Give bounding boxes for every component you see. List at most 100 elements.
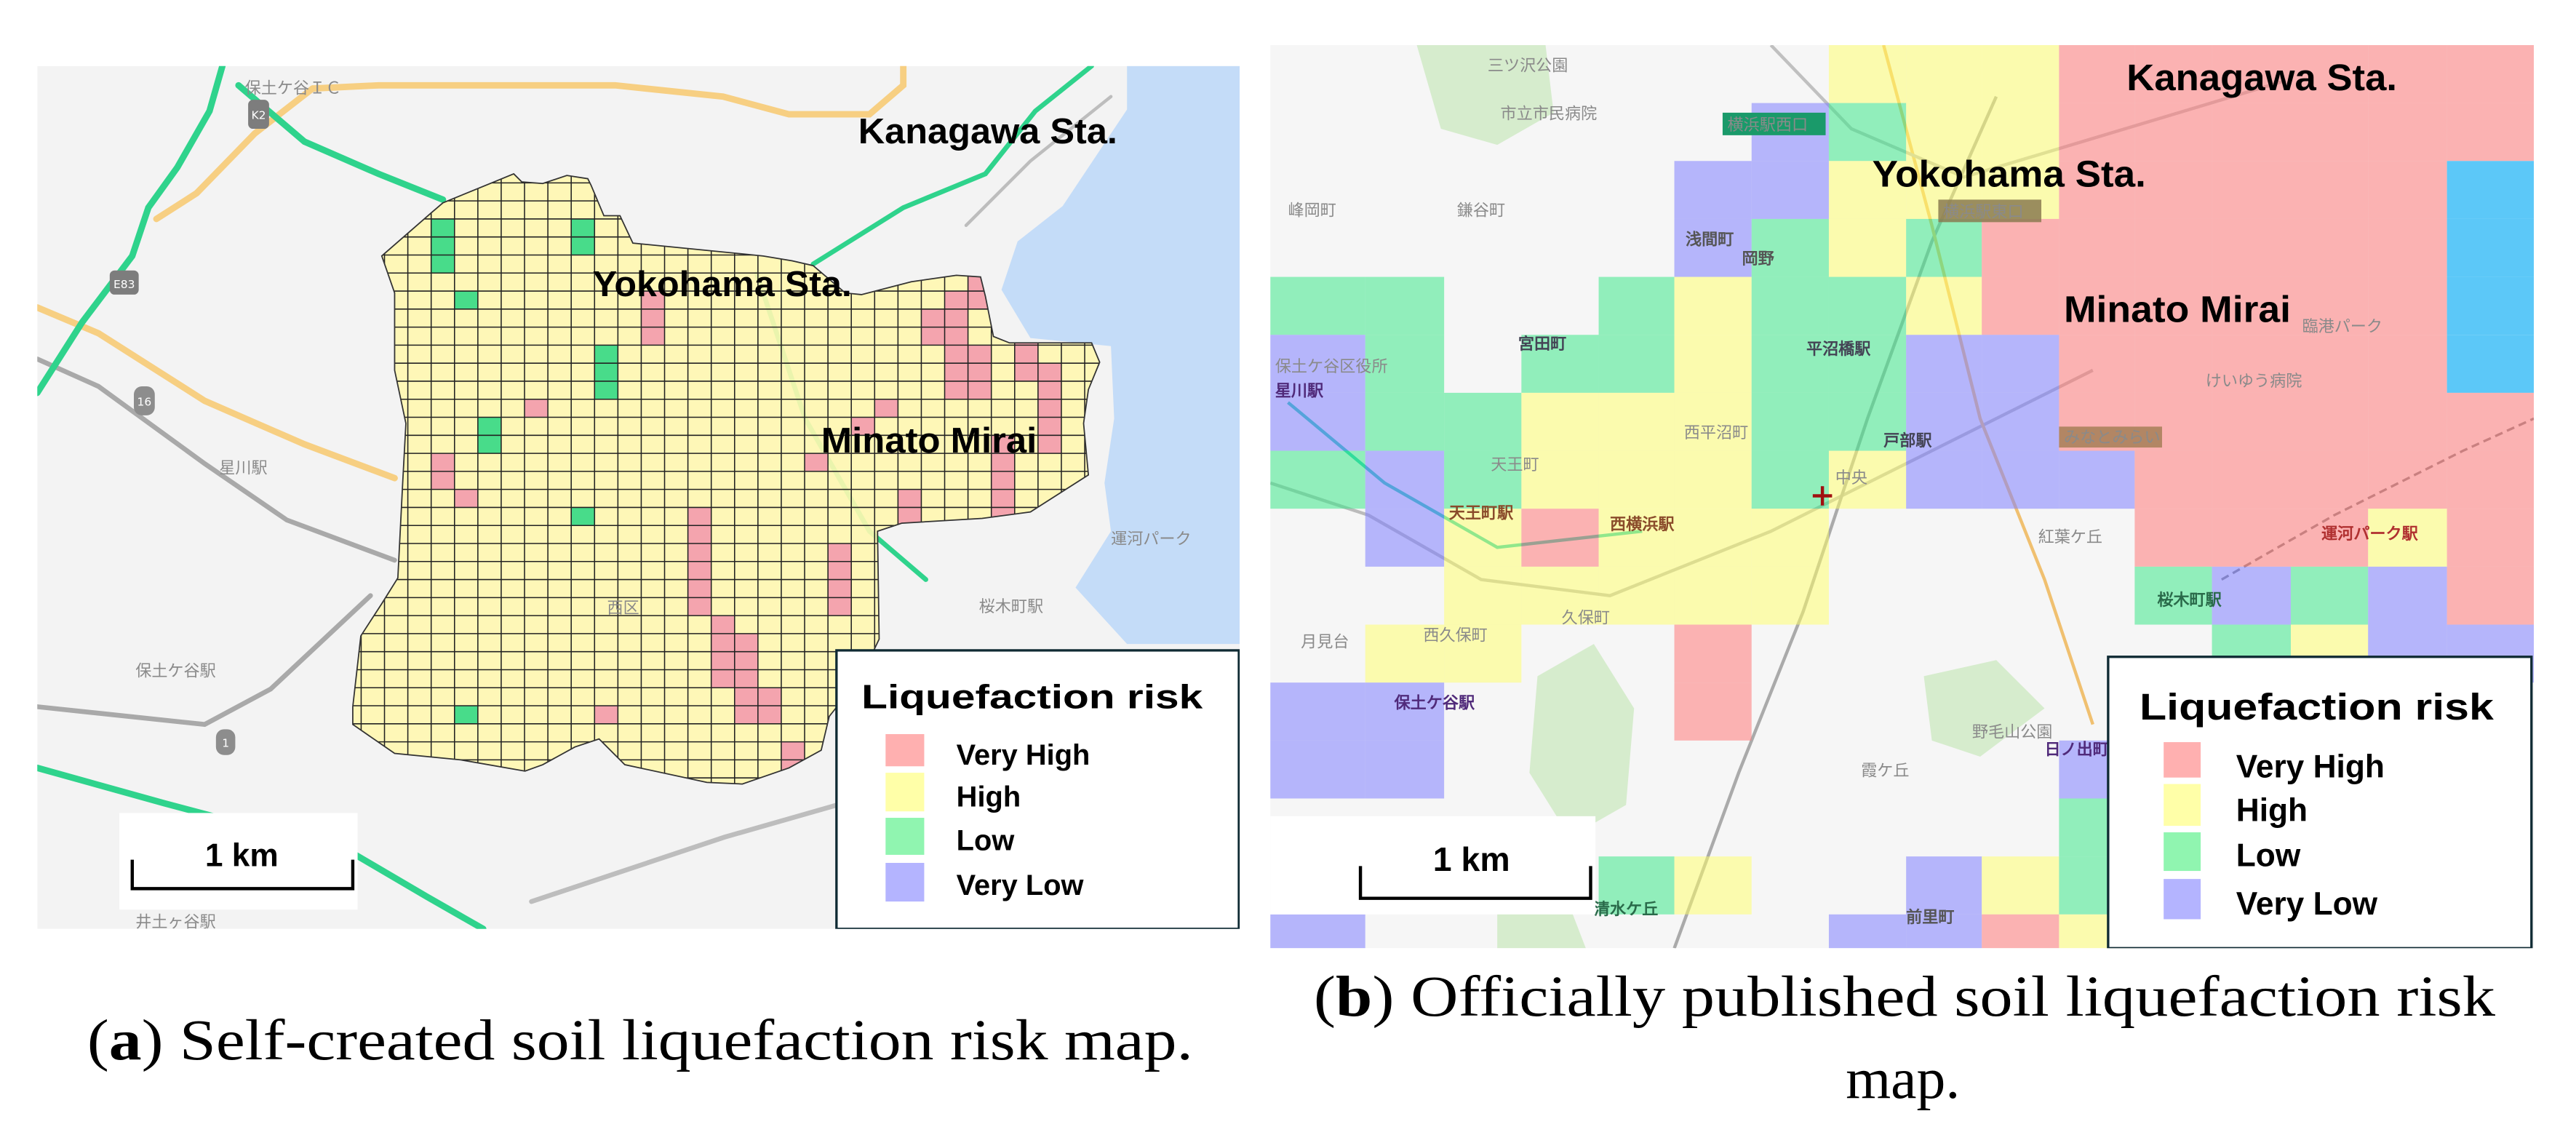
risk-cell-very-high — [828, 597, 852, 616]
risk-cell-very-high — [2290, 161, 2369, 219]
risk-cell-low — [1828, 276, 1907, 335]
risk-cell-high — [1444, 509, 1522, 567]
parks — [1416, 44, 2045, 949]
risk-cell-low — [431, 255, 455, 274]
risk-cell-high — [1521, 450, 1599, 509]
risk-cell-very-high — [431, 453, 455, 471]
place-name: 久保町 — [1562, 608, 1610, 627]
place-names-b: 峰岡町 鎌谷町 浅間町 岡野 宮田町 平沼橋駅 西平沼町 天王町 天王町駅 西横… — [1275, 56, 2419, 927]
risk-cell-very-high — [525, 399, 549, 418]
risk-cell-very-high — [2212, 335, 2291, 393]
risk-cell-very-high — [2368, 335, 2447, 393]
svg-text:1 km: 1 km — [1433, 840, 1510, 878]
risk-cell-very-high — [2368, 161, 2447, 219]
place-name: 戸部駅 — [1883, 431, 1932, 450]
risk-cell-very-high — [734, 706, 758, 724]
risk-cell-very-low — [1270, 392, 1365, 451]
risk-cell-high — [1828, 218, 1907, 277]
risk-cell-very-low — [1270, 335, 1365, 393]
risk-cell-low — [1828, 392, 1907, 451]
risk-cell-very-low — [1365, 682, 1445, 741]
risk-cell-high — [1828, 161, 1907, 219]
risk-cell-very-high — [1037, 381, 1061, 399]
svg-text:E83: E83 — [113, 278, 135, 291]
legend-label: High — [957, 781, 1021, 813]
caption-b-line2: map. — [1846, 1047, 1960, 1111]
risk-cell-high — [1982, 44, 2059, 103]
road-shield-k2: K2 — [248, 100, 269, 130]
risk-cell-very-high — [454, 489, 478, 508]
risk-cell-very-high — [944, 308, 968, 327]
place-name: 星川駅 — [219, 459, 267, 478]
risk-cell-high — [1444, 566, 1522, 625]
place-name: 霞ケ丘 — [1861, 762, 1909, 781]
risk-cell-very-low — [1270, 740, 1365, 799]
risk-cell-very-low — [1674, 218, 1752, 277]
risk-cell-high — [1674, 566, 1752, 625]
risk-cell-very-high — [944, 363, 968, 381]
place-name: 月見台 — [1301, 632, 1349, 651]
risk-cell-very-high — [734, 669, 758, 688]
risk-cell-very-high — [711, 616, 735, 634]
risk-cell-very-high — [2059, 161, 2135, 219]
risk-cell-high — [1906, 276, 1982, 335]
risk-cell-very-high — [1037, 417, 1061, 436]
place-name: 桜木町駅 — [979, 597, 1043, 616]
legend-title: Liquefaction risk — [2140, 686, 2495, 728]
risk-cell-very-high — [1037, 363, 1061, 381]
risk-cell-very-high — [2290, 509, 2369, 567]
risk-cell-very-high — [2212, 44, 2291, 103]
risk-cell-low — [1906, 218, 1982, 277]
risk-cell-very-high — [687, 561, 711, 580]
risk-cell-very-high — [2368, 450, 2447, 509]
risk-cell-very-high — [641, 291, 665, 309]
label-minato-mirai: Minato Mirai — [2064, 289, 2291, 330]
risk-cell-very-high — [2290, 218, 2369, 277]
risk-cell-low — [1521, 335, 1599, 393]
risk-cell-very-high — [1014, 345, 1038, 364]
risk-cell-low — [1444, 392, 1522, 451]
svg-text:K2: K2 — [251, 109, 266, 122]
legend-label: High — [2236, 792, 2308, 828]
risk-cell-very-high — [2212, 103, 2291, 162]
scale-bar-a: 1 km — [119, 813, 358, 910]
risk-cell-very-high — [711, 633, 735, 652]
risk-cell-high — [1906, 44, 1982, 103]
risk-cell-low — [1751, 218, 1829, 277]
risk-cell-very-high — [2059, 103, 2135, 162]
risk-cell-very-high — [805, 453, 829, 471]
risk-cell-very-high — [2447, 44, 2535, 103]
risk-cell-very-high — [2134, 276, 2212, 335]
risk-cell-very-low — [1906, 856, 1982, 915]
risk-cell-high — [1598, 392, 1675, 451]
risk-cell-very-high — [2447, 566, 2535, 625]
legend-swatch-low — [2164, 832, 2201, 872]
risk-cell-very-high — [2134, 450, 2212, 509]
risk-cell-very-low — [1906, 450, 1982, 509]
road-shield-16: 16 — [134, 386, 155, 415]
risk-cell-very-high — [874, 399, 898, 418]
risk-cell-very-high — [687, 579, 711, 598]
place-name: けいゆう病院 — [2206, 372, 2302, 391]
risk-cell-very-low — [1674, 161, 1752, 219]
place-name: 紅葉ケ丘 — [2038, 528, 2102, 547]
risk-cell-very-high — [921, 308, 945, 327]
risk-cell-very-high — [2059, 276, 2135, 335]
legend-label: Very High — [957, 739, 1090, 771]
risk-cell-very-high — [1014, 363, 1038, 381]
risk-cell-very-high — [2134, 161, 2212, 219]
risk-cell-very-high — [757, 688, 781, 706]
risk-cell-low — [1598, 856, 1675, 915]
risk-cell-very-high — [944, 327, 968, 346]
risk-cell-high — [1982, 103, 2059, 162]
risk-cell-low — [1598, 335, 1675, 393]
risk-cell-very-high — [2447, 509, 2535, 567]
risk-cell-very-low — [1982, 335, 2059, 393]
risk-cell-very-high — [1037, 399, 1061, 418]
risk-cell-high — [1598, 566, 1675, 625]
risk-cell-very-high — [2212, 509, 2291, 567]
place-name: 西久保町 — [1423, 626, 1487, 645]
place-name: 保土ケ谷駅 — [1394, 694, 1475, 713]
risk-cell-very-high — [2290, 450, 2369, 509]
